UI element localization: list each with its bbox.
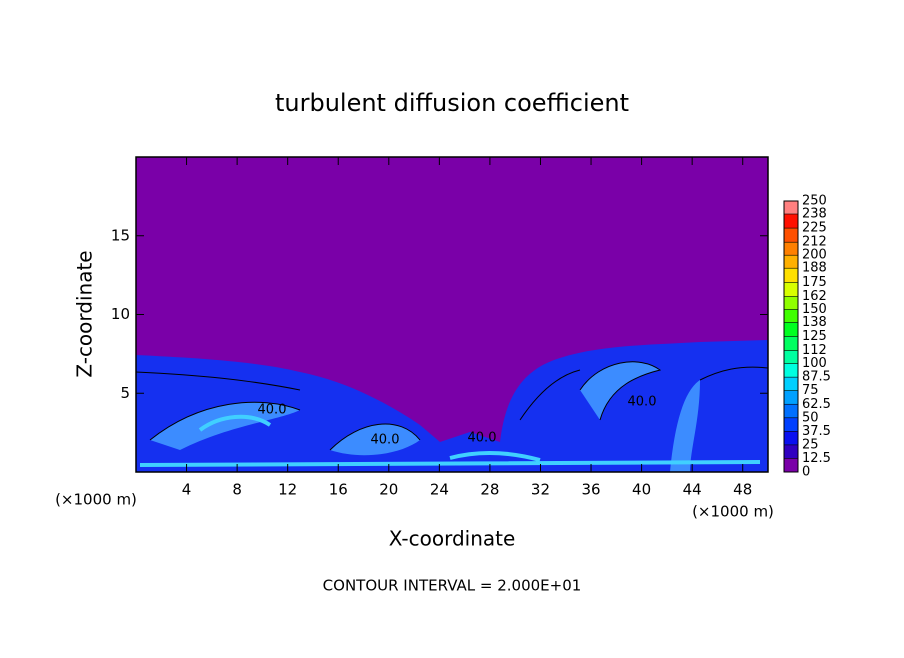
colorbar-label: 37.5 [802, 424, 831, 439]
colorbar-cell [784, 336, 798, 351]
x-tick-label: 24 [430, 481, 449, 499]
colorbar-label: 162 [802, 289, 827, 304]
x-tick-label: 16 [329, 481, 348, 499]
colorbar-cell [784, 390, 798, 405]
y-tick-label: 5 [120, 384, 130, 402]
colorbar-cell [784, 201, 798, 215]
x-unit: (×1000 m) [692, 503, 774, 521]
colorbar-cell [784, 377, 798, 391]
colorbar-label: 188 [802, 261, 827, 276]
contour-label: 40.0 [258, 403, 287, 418]
colorbar-cell [784, 322, 798, 337]
x-tick-label: 44 [683, 481, 702, 499]
colorbar-label: 75 [802, 383, 819, 398]
colorbar-label: 225 [802, 221, 827, 236]
colorbar-cell [784, 282, 798, 297]
x-axis-label: X-coordinate [389, 527, 516, 551]
chart-title: turbulent diffusion coefficient [275, 89, 629, 117]
colorbar-label: 112 [802, 343, 827, 358]
colorbar-cell [784, 309, 798, 323]
colorbar-cell [784, 444, 798, 459]
colorbar-cell [784, 404, 798, 418]
x-tick-label: 48 [733, 481, 752, 499]
colorbar-label: 0 [802, 465, 810, 480]
colorbar-label: 100 [802, 356, 827, 371]
colorbar-cell [784, 228, 798, 243]
footer-note: CONTOUR INTERVAL = 2.000E+01 [323, 577, 582, 595]
colorbar-cell [784, 255, 798, 269]
y-tick-label: 10 [111, 305, 130, 323]
colorbar-label: 138 [802, 315, 827, 330]
colorbar-label: 87.5 [802, 370, 831, 385]
high-region [150, 361, 700, 472]
colorbar-label: 150 [802, 302, 827, 317]
field: 40.0 40.0 40.0 40.0 [135, 157, 769, 472]
contour-label: 40.0 [468, 431, 497, 446]
x-tick-label: 12 [278, 481, 297, 499]
colorbar-cell [784, 417, 798, 432]
colorbar-cell [784, 458, 798, 472]
contour-label: 40.0 [628, 395, 657, 410]
x-tick-label: 32 [531, 481, 550, 499]
contour-line [135, 361, 769, 451]
colorbar-cell [784, 431, 798, 445]
colorbar-cell [784, 363, 798, 378]
x-tick-label: 20 [379, 481, 398, 499]
colorbar-label: 25 [802, 437, 819, 452]
x-tick-label: 28 [480, 481, 499, 499]
x-unit: (×1000 m) [55, 491, 137, 509]
colorbar-cell [784, 242, 798, 256]
colorbar-cell [784, 214, 798, 229]
x-tick-label: 4 [182, 481, 192, 499]
colorbar-label: 212 [802, 235, 827, 250]
y-axis-label: Z-coordinate [73, 250, 97, 377]
colorbar-cell [784, 268, 798, 283]
x-tick-label: 40 [632, 481, 651, 499]
colorbar-cell [784, 296, 798, 310]
x-tick-label: 36 [581, 481, 600, 499]
colorbar-label: 175 [802, 275, 827, 290]
x-tick-label: 8 [232, 481, 242, 499]
contour-label: 40.0 [371, 433, 400, 448]
peak-streak [139, 414, 761, 467]
colorbar-label: 50 [802, 410, 819, 425]
colorbar-label: 250 [802, 194, 827, 209]
colorbar-label: 200 [802, 248, 827, 263]
colorbar-label: 238 [802, 207, 827, 222]
colorbar-label: 125 [802, 329, 827, 344]
colorbar-label: 62.5 [802, 397, 831, 412]
colorbar-label: 12.5 [802, 451, 831, 466]
y-tick-label: 15 [111, 226, 130, 244]
colorbar-cell [784, 350, 798, 364]
